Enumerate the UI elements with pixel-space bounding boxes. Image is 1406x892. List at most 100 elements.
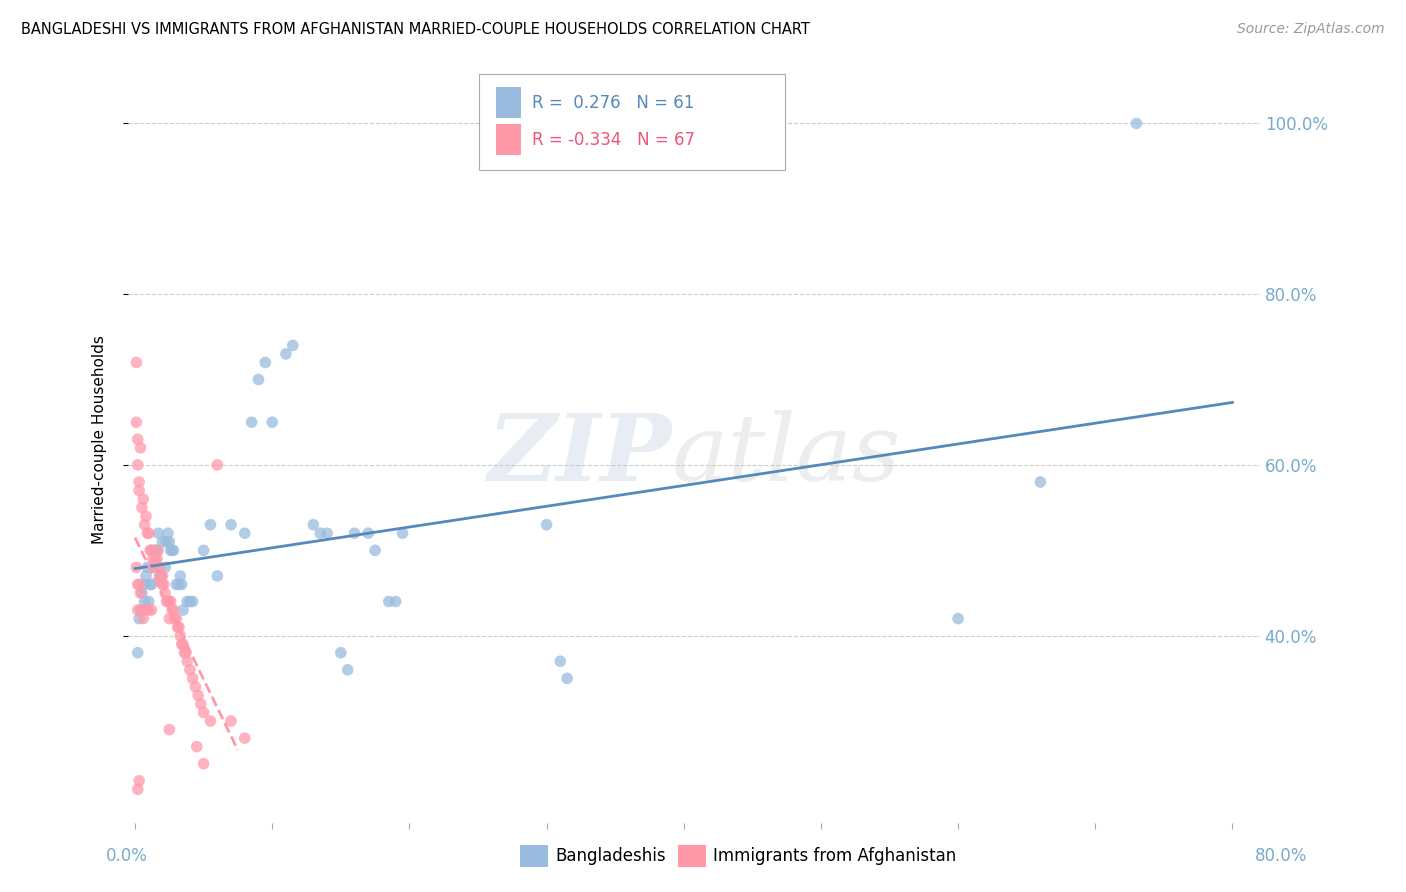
Point — [127, 646, 149, 660]
Point — [186, 739, 208, 754]
Point — [128, 475, 150, 489]
Point — [190, 697, 212, 711]
Point — [184, 680, 207, 694]
Point — [167, 577, 190, 591]
Point — [135, 603, 157, 617]
Point — [127, 577, 149, 591]
Text: 80.0%: 80.0% — [1256, 847, 1308, 865]
Point — [159, 594, 181, 608]
Point — [152, 569, 174, 583]
Point — [240, 415, 263, 429]
Point — [165, 577, 187, 591]
Text: BANGLADESHI VS IMMIGRANTS FROM AFGHANISTAN MARRIED-COUPLE HOUSEHOLDS CORRELATION: BANGLADESHI VS IMMIGRANTS FROM AFGHANIST… — [21, 22, 810, 37]
Point — [132, 577, 155, 591]
Point — [128, 577, 150, 591]
Point — [157, 594, 180, 608]
Point — [153, 577, 176, 591]
Point — [548, 654, 571, 668]
Point — [136, 560, 159, 574]
Point — [169, 569, 191, 583]
Point — [172, 603, 194, 617]
Point — [127, 458, 149, 472]
Point — [155, 534, 177, 549]
Point — [200, 714, 222, 728]
Point — [167, 620, 190, 634]
Point — [1125, 116, 1147, 130]
FancyBboxPatch shape — [479, 74, 785, 170]
Point — [193, 756, 215, 771]
Point — [946, 611, 969, 625]
Point — [128, 483, 150, 498]
Point — [156, 526, 179, 541]
Point — [127, 603, 149, 617]
FancyBboxPatch shape — [496, 87, 520, 118]
Text: R = -0.334   N = 67: R = -0.334 N = 67 — [533, 130, 695, 149]
Point — [142, 543, 165, 558]
Point — [125, 560, 148, 574]
Point — [302, 517, 325, 532]
Point — [153, 560, 176, 574]
Text: Immigrants from Afghanistan: Immigrants from Afghanistan — [713, 847, 956, 865]
Point — [174, 646, 197, 660]
Point — [219, 517, 242, 532]
Point — [162, 543, 184, 558]
Point — [141, 577, 163, 591]
Point — [233, 526, 256, 541]
Point — [247, 373, 270, 387]
Point — [152, 534, 174, 549]
Point — [135, 509, 157, 524]
Point — [148, 526, 170, 541]
Point — [179, 663, 201, 677]
Point — [169, 629, 191, 643]
Point — [172, 637, 194, 651]
Point — [1029, 475, 1052, 489]
Point — [127, 782, 149, 797]
Point — [146, 551, 169, 566]
Point — [149, 569, 172, 583]
Point — [139, 543, 162, 558]
Point — [132, 491, 155, 506]
Text: 0.0%: 0.0% — [105, 847, 148, 865]
Point — [181, 671, 204, 685]
Point — [141, 603, 163, 617]
Point — [329, 646, 352, 660]
Point — [343, 526, 366, 541]
Point — [128, 773, 150, 788]
Point — [274, 347, 297, 361]
Point — [207, 458, 229, 472]
FancyBboxPatch shape — [496, 124, 520, 155]
Point — [233, 731, 256, 745]
Point — [176, 654, 198, 668]
Point — [125, 415, 148, 429]
Point — [131, 586, 153, 600]
Point — [138, 526, 160, 541]
Point — [378, 594, 401, 608]
Point — [254, 355, 277, 369]
Point — [143, 560, 166, 574]
Point — [145, 551, 167, 566]
Point — [193, 543, 215, 558]
Point — [364, 543, 387, 558]
Point — [156, 594, 179, 608]
Point — [187, 689, 209, 703]
Point — [127, 433, 149, 447]
Point — [157, 723, 180, 737]
Point — [129, 441, 152, 455]
Point — [131, 500, 153, 515]
Point — [160, 543, 183, 558]
Point — [129, 603, 152, 617]
Point — [145, 543, 167, 558]
Point — [155, 594, 177, 608]
Point — [153, 586, 176, 600]
Point — [160, 603, 183, 617]
Point — [200, 517, 222, 532]
Point — [166, 620, 188, 634]
Point — [219, 714, 242, 728]
Text: atlas: atlas — [672, 409, 901, 500]
Point — [148, 543, 170, 558]
Text: Source: ZipAtlas.com: Source: ZipAtlas.com — [1237, 22, 1385, 37]
Point — [141, 543, 163, 558]
Point — [139, 577, 162, 591]
Point — [136, 526, 159, 541]
Point — [165, 611, 187, 625]
